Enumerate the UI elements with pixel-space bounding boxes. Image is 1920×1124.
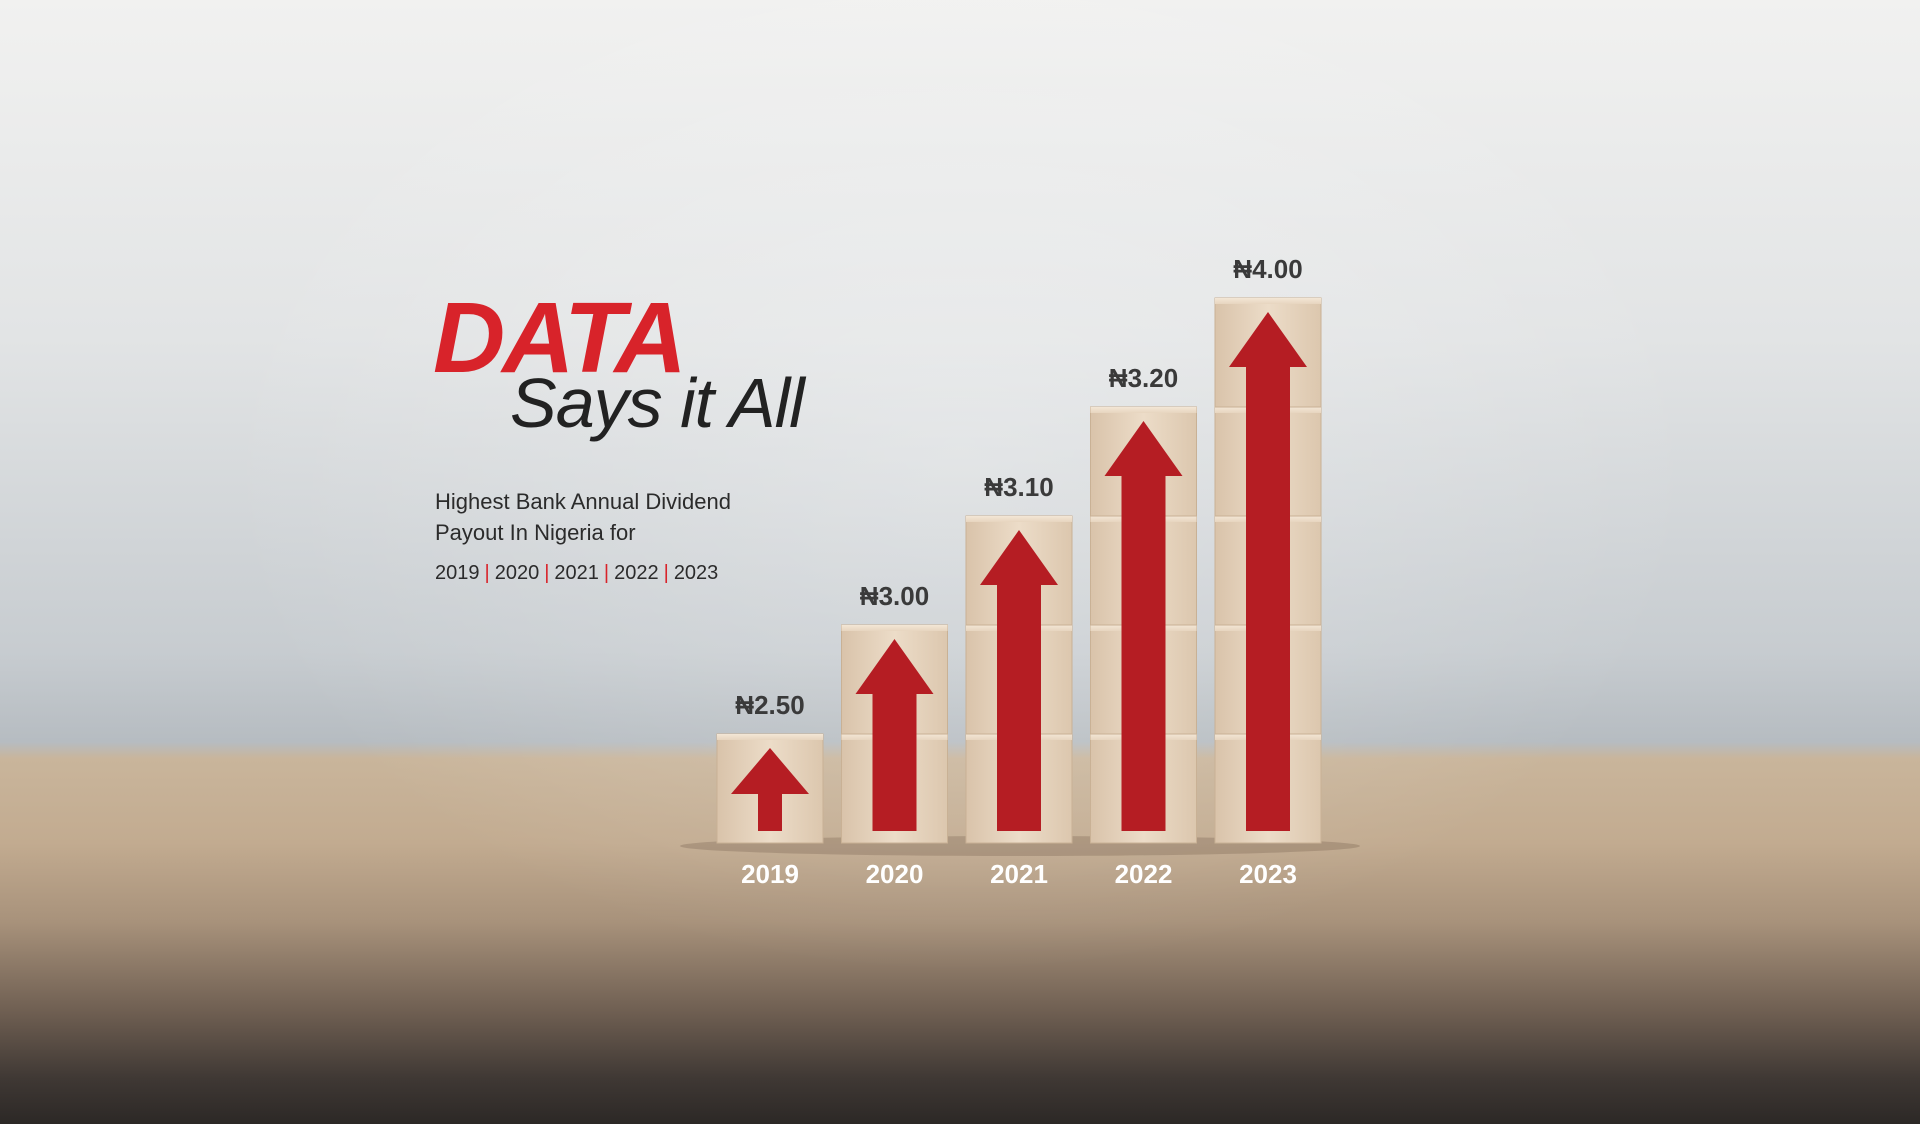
year-separator: |: [603, 562, 610, 584]
bar-value-label: ₦3.10: [984, 472, 1053, 502]
bar-year-label: 2020: [866, 859, 924, 889]
subtitle-line-1: Highest Bank Annual Dividend: [435, 489, 731, 514]
bar-year-label: 2019: [741, 859, 799, 889]
bar-value-label: ₦2.50: [735, 690, 804, 720]
bar-value-label: ₦3.00: [860, 581, 929, 611]
year-list-item: 2022: [614, 562, 659, 584]
up-arrow-icon: [1104, 421, 1183, 831]
wood-block-top: [717, 734, 823, 740]
bar-year-label: 2023: [1239, 859, 1297, 889]
wood-block-top: [1215, 298, 1321, 304]
up-arrow-icon: [731, 748, 809, 831]
subtitle-line-2: Payout In Nigeria for: [435, 520, 636, 545]
wood-block-top: [1090, 407, 1197, 413]
year-separator: |: [663, 562, 669, 584]
up-arrow-icon: [855, 639, 934, 831]
year-list-item: 2023: [673, 562, 719, 584]
bar-year-label: 2022: [1115, 859, 1173, 889]
bar-year-label: 2021: [990, 859, 1048, 889]
wood-block-top: [966, 516, 1072, 522]
year-list-item: 2019: [435, 562, 480, 584]
headline-tagline: Says it All: [510, 364, 805, 442]
bar-value-label: ₦4.00: [1233, 254, 1302, 284]
year-list-item: 2020: [494, 562, 540, 584]
year-separator: |: [484, 562, 490, 584]
wood-block-top: [841, 625, 948, 631]
up-arrow-icon: [980, 530, 1058, 831]
year-separator: |: [544, 562, 550, 584]
year-list-item: 2021: [554, 562, 599, 584]
headline-data-word: DATA: [433, 282, 687, 394]
headline: DATA: [433, 282, 687, 394]
bar-value-label: ₦3.20: [1109, 363, 1178, 393]
up-arrow-icon: [1229, 312, 1307, 831]
year-list: 2019 | 2020 | 2021 | 2022 | 2023: [435, 562, 718, 585]
subtitle: Highest Bank Annual Dividend Payout In N…: [435, 486, 855, 548]
